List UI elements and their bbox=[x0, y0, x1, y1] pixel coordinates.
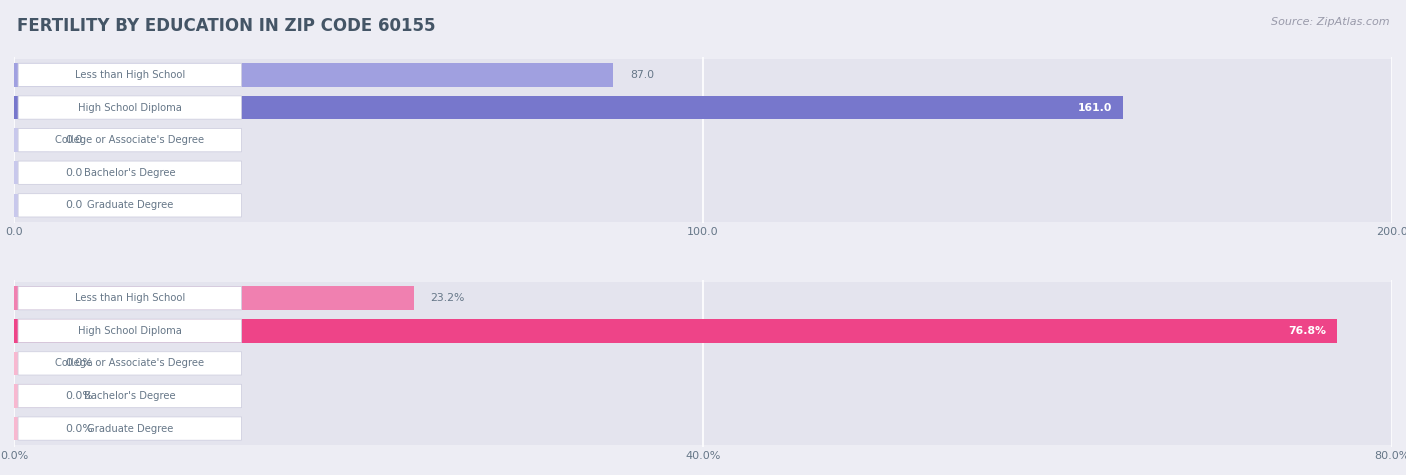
FancyBboxPatch shape bbox=[18, 352, 242, 375]
Text: 0.0: 0.0 bbox=[65, 135, 83, 145]
FancyBboxPatch shape bbox=[18, 384, 242, 408]
Bar bbox=[14, 161, 48, 184]
Bar bbox=[14, 286, 413, 310]
Bar bbox=[14, 412, 1392, 445]
Text: Less than High School: Less than High School bbox=[75, 293, 186, 303]
Text: Less than High School: Less than High School bbox=[75, 70, 186, 80]
FancyBboxPatch shape bbox=[18, 128, 242, 152]
Text: 0.0: 0.0 bbox=[65, 200, 83, 210]
FancyBboxPatch shape bbox=[18, 63, 242, 86]
Bar bbox=[14, 96, 1123, 119]
Text: 0.0: 0.0 bbox=[65, 168, 83, 178]
Text: Graduate Degree: Graduate Degree bbox=[87, 424, 173, 434]
Text: 0.0%: 0.0% bbox=[65, 358, 93, 369]
Text: 0.0%: 0.0% bbox=[65, 391, 93, 401]
FancyBboxPatch shape bbox=[18, 161, 242, 184]
Bar bbox=[14, 314, 1392, 347]
Text: College or Associate's Degree: College or Associate's Degree bbox=[55, 135, 204, 145]
Text: Bachelor's Degree: Bachelor's Degree bbox=[84, 168, 176, 178]
Bar bbox=[14, 319, 1337, 342]
Bar bbox=[14, 91, 1392, 124]
Bar bbox=[14, 156, 1392, 189]
Bar bbox=[14, 128, 48, 152]
Bar bbox=[14, 124, 1392, 156]
Text: 76.8%: 76.8% bbox=[1288, 326, 1326, 336]
Bar bbox=[14, 384, 48, 408]
FancyBboxPatch shape bbox=[18, 319, 242, 342]
Text: 161.0: 161.0 bbox=[1078, 103, 1112, 113]
Text: Source: ZipAtlas.com: Source: ZipAtlas.com bbox=[1271, 17, 1389, 27]
Text: College or Associate's Degree: College or Associate's Degree bbox=[55, 358, 204, 369]
Bar bbox=[14, 189, 1392, 222]
Bar bbox=[14, 380, 1392, 412]
Text: 23.2%: 23.2% bbox=[430, 293, 464, 303]
Text: FERTILITY BY EDUCATION IN ZIP CODE 60155: FERTILITY BY EDUCATION IN ZIP CODE 60155 bbox=[17, 17, 436, 35]
Text: High School Diploma: High School Diploma bbox=[77, 103, 181, 113]
Bar bbox=[14, 58, 1392, 91]
Bar bbox=[14, 63, 613, 86]
Text: Bachelor's Degree: Bachelor's Degree bbox=[84, 391, 176, 401]
Bar bbox=[14, 352, 48, 375]
Bar bbox=[14, 194, 48, 217]
FancyBboxPatch shape bbox=[18, 417, 242, 440]
Bar bbox=[14, 347, 1392, 380]
Text: Graduate Degree: Graduate Degree bbox=[87, 200, 173, 210]
FancyBboxPatch shape bbox=[18, 96, 242, 119]
Text: High School Diploma: High School Diploma bbox=[77, 326, 181, 336]
FancyBboxPatch shape bbox=[18, 286, 242, 310]
Text: 87.0: 87.0 bbox=[630, 70, 654, 80]
FancyBboxPatch shape bbox=[18, 194, 242, 217]
Bar bbox=[14, 417, 48, 440]
Bar bbox=[14, 282, 1392, 314]
Text: 0.0%: 0.0% bbox=[65, 424, 93, 434]
